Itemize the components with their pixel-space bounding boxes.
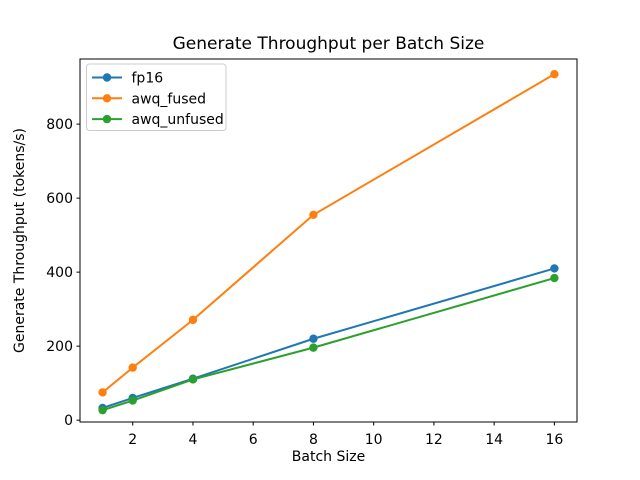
x-tick-label: 12	[425, 432, 443, 448]
y-tick-label: 400	[46, 265, 73, 281]
data-point-awq_unfused-batch-4	[188, 375, 198, 384]
legend-label: awq_unfused	[132, 112, 224, 128]
data-point-awq_fused-batch-8	[309, 210, 318, 219]
y-tick-label: 200	[46, 339, 73, 355]
y-axis-label: Generate Throughput (tokens/s)	[12, 128, 28, 353]
data-point-awq_unfused-batch-8	[309, 343, 318, 352]
x-tick-label: 4	[188, 432, 197, 448]
legend-marker-icon	[102, 94, 112, 103]
x-tick-label: 10	[365, 432, 383, 448]
legend-item-awq_fused: awq_fused	[92, 91, 206, 107]
data-point-awq_fused-batch-1	[98, 388, 107, 397]
legend-marker-icon	[102, 73, 112, 82]
legend: fp16 awq_fused awq_unfused	[86, 63, 227, 131]
legend-marker-icon	[102, 114, 112, 124]
x-tick-label: 6	[249, 432, 258, 448]
x-tick-label: 14	[485, 432, 503, 448]
legend-box	[86, 63, 227, 131]
plot-border	[79, 58, 578, 423]
data-point-awq_fused-batch-4	[188, 315, 198, 325]
data-point-awq_unfused-batch-16	[550, 273, 559, 283]
chart-title: Generate Throughput per Batch Size	[173, 34, 485, 54]
x-tick-label: 2	[128, 432, 137, 448]
x-axis-label: Batch Size	[292, 449, 365, 465]
data-point-awq_unfused-batch-1	[98, 405, 107, 415]
y-tick-label: 0	[64, 413, 73, 429]
data-point-awq_fused-batch-2	[128, 363, 137, 372]
y-tick-label: 800	[46, 117, 73, 133]
y-tick-label: 600	[46, 191, 73, 207]
data-point-awq_unfused-batch-2	[128, 396, 137, 405]
legend-label: fp16	[132, 71, 164, 87]
legend-item-awq_unfused: awq_unfused	[92, 112, 224, 128]
data-point-fp16-batch-8	[309, 334, 318, 343]
legend-label: awq_fused	[132, 91, 207, 107]
legend-item-fp16: fp16	[92, 71, 163, 87]
x-tick-label: 16	[545, 432, 563, 448]
x-tick-label: 8	[309, 432, 318, 448]
data-point-awq_fused-batch-16	[550, 69, 559, 79]
data-point-fp16-batch-16	[550, 264, 559, 273]
